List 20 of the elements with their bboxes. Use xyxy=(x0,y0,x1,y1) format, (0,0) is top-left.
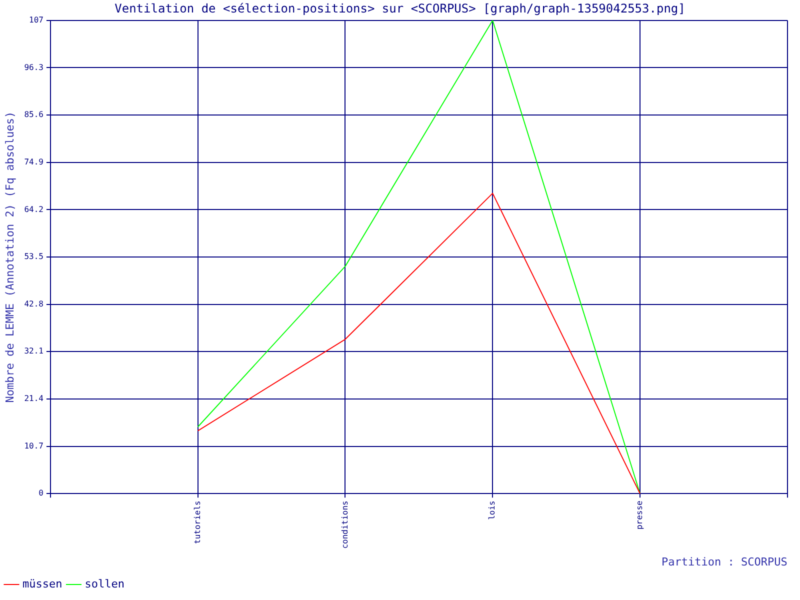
legend-label: sollen xyxy=(84,577,124,590)
y-tick-label: 42.8 xyxy=(24,299,44,308)
x-tick-label: presse xyxy=(635,500,644,530)
chart-title: Ventilation de <sélection-positions> sur <SCORPUS> [graph/graph-1359042553.png] xyxy=(114,1,686,16)
y-tick-label: 74.9 xyxy=(24,157,44,166)
y-tick-label: 0 xyxy=(38,488,44,498)
x-axis-title: Partition : SCORPUS xyxy=(662,555,788,568)
y-tick-label: 64.2 xyxy=(24,204,44,214)
y-tick-label: 21.4 xyxy=(24,394,44,404)
x-tick-label: tutoriels xyxy=(192,500,202,544)
legend-label: müssen xyxy=(22,577,62,590)
y-tick-label: 85.6 xyxy=(24,110,44,120)
x-tick-label: conditions xyxy=(340,500,350,549)
y-tick-label: 53.5 xyxy=(24,252,44,262)
y-tick-label: 107 xyxy=(29,15,44,24)
y-axis-title: Nombre de LEMME (Annotation 2) (Fq absolues) xyxy=(3,111,16,403)
x-tick-label: lois xyxy=(488,500,497,520)
y-tick-label: 10.7 xyxy=(24,441,44,450)
y-tick-label: 96.3 xyxy=(24,62,44,72)
y-tick-label: 32.1 xyxy=(24,346,44,356)
